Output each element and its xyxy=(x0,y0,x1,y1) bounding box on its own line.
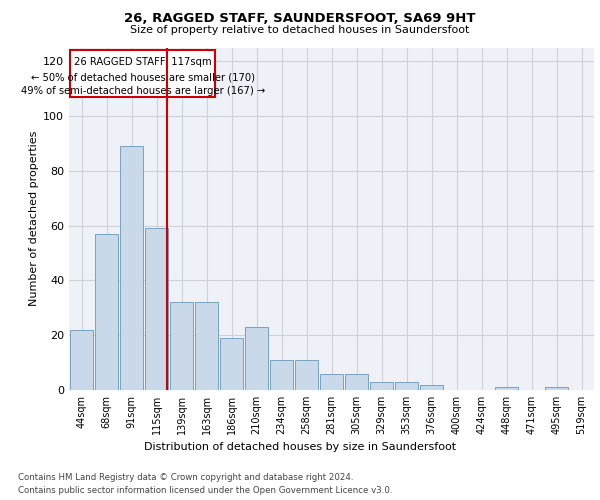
Text: Size of property relative to detached houses in Saundersfoot: Size of property relative to detached ho… xyxy=(130,25,470,35)
Bar xyxy=(95,234,118,390)
Bar xyxy=(70,330,93,390)
Text: 26, RAGGED STAFF, SAUNDERSFOOT, SA69 9HT: 26, RAGGED STAFF, SAUNDERSFOOT, SA69 9HT xyxy=(124,12,476,26)
Bar xyxy=(195,302,218,390)
Text: Distribution of detached houses by size in Saundersfoot: Distribution of detached houses by size … xyxy=(144,442,456,452)
Text: Contains public sector information licensed under the Open Government Licence v3: Contains public sector information licen… xyxy=(18,486,392,495)
FancyBboxPatch shape xyxy=(70,50,215,97)
Text: 26 RAGGED STAFF: 117sqm: 26 RAGGED STAFF: 117sqm xyxy=(74,57,212,67)
Bar xyxy=(345,374,368,390)
Bar xyxy=(270,360,293,390)
Bar xyxy=(320,374,343,390)
Bar xyxy=(545,388,568,390)
Bar xyxy=(220,338,243,390)
Text: ← 50% of detached houses are smaller (170): ← 50% of detached houses are smaller (17… xyxy=(31,72,255,82)
Bar xyxy=(395,382,418,390)
Bar xyxy=(295,360,318,390)
Text: Contains HM Land Registry data © Crown copyright and database right 2024.: Contains HM Land Registry data © Crown c… xyxy=(18,472,353,482)
Bar xyxy=(120,146,143,390)
Y-axis label: Number of detached properties: Number of detached properties xyxy=(29,131,39,306)
Text: 49% of semi-detached houses are larger (167) →: 49% of semi-detached houses are larger (… xyxy=(20,86,265,96)
Bar xyxy=(145,228,168,390)
Bar xyxy=(495,388,518,390)
Bar xyxy=(170,302,193,390)
Bar xyxy=(245,327,268,390)
Bar xyxy=(370,382,393,390)
Bar xyxy=(420,384,443,390)
